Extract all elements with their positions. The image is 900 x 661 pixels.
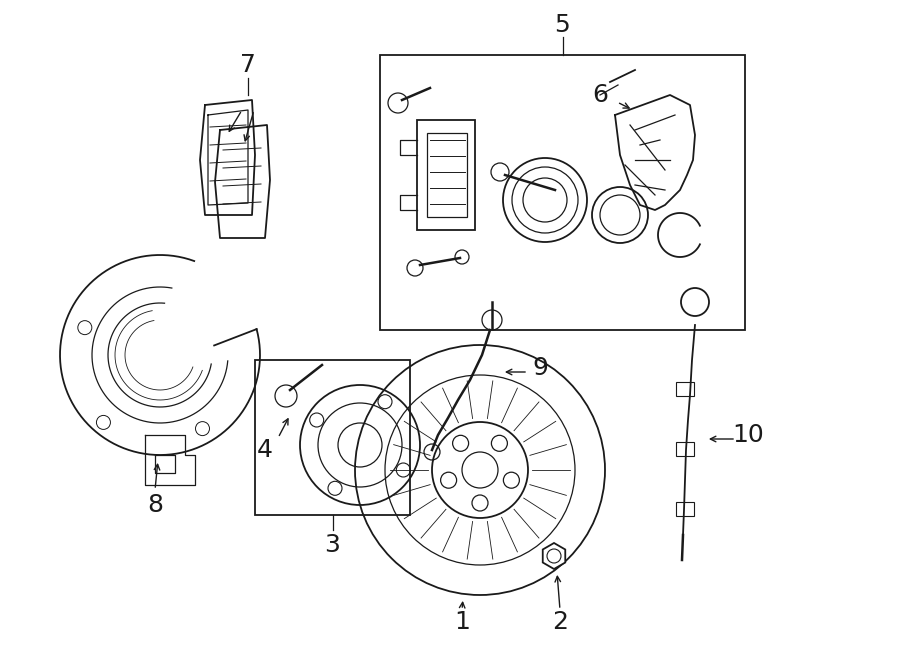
Text: 7: 7 — [240, 53, 256, 77]
Text: 8: 8 — [147, 493, 163, 517]
Bar — [427, 133, 467, 217]
Text: 9: 9 — [532, 356, 548, 380]
Bar — [676, 382, 694, 396]
Bar — [676, 502, 694, 516]
Text: 5: 5 — [554, 13, 571, 37]
Bar — [255, 360, 410, 515]
Bar — [417, 120, 475, 230]
Text: 2: 2 — [552, 610, 568, 634]
Bar — [676, 442, 694, 456]
Text: 6: 6 — [592, 83, 608, 107]
Text: 1: 1 — [454, 610, 470, 634]
Text: 4: 4 — [257, 438, 273, 462]
Polygon shape — [543, 543, 565, 569]
Text: 10: 10 — [732, 423, 764, 447]
Bar — [380, 55, 745, 330]
Text: 3: 3 — [325, 533, 340, 557]
